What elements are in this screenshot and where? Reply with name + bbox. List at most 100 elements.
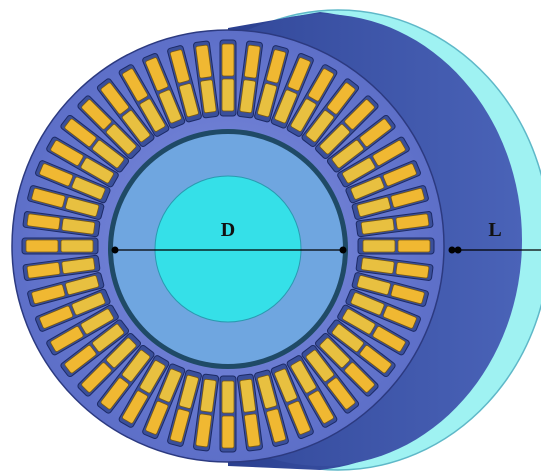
coil	[179, 83, 199, 118]
coil	[327, 377, 356, 410]
slot	[118, 355, 170, 428]
length-label: L	[488, 219, 501, 241]
coil	[100, 82, 129, 115]
slot	[357, 237, 435, 255]
coil	[360, 218, 395, 235]
coil	[350, 292, 385, 316]
slot	[254, 45, 289, 123]
coil	[61, 257, 96, 274]
coil	[372, 140, 406, 166]
coil	[360, 257, 395, 274]
coil	[221, 78, 235, 112]
coil	[145, 57, 169, 92]
coil	[308, 68, 334, 102]
coil	[344, 362, 375, 393]
slot	[355, 211, 434, 238]
coil	[61, 218, 96, 235]
slot	[270, 363, 314, 439]
coil	[356, 197, 391, 217]
slot	[118, 64, 170, 137]
slot	[270, 53, 314, 129]
slot	[286, 64, 338, 137]
coil	[80, 157, 114, 184]
coil	[64, 118, 97, 147]
slot	[219, 375, 237, 453]
coil	[305, 349, 335, 382]
slot	[301, 344, 360, 414]
coil	[290, 98, 317, 132]
slot	[96, 344, 155, 414]
slot	[351, 185, 429, 220]
coil	[266, 49, 287, 84]
slot	[254, 369, 289, 447]
coil	[221, 380, 235, 414]
slot	[77, 95, 141, 159]
coil	[64, 345, 97, 374]
coil	[145, 400, 169, 435]
coil	[287, 400, 311, 435]
coil	[121, 349, 151, 382]
slot	[167, 45, 202, 123]
coil	[327, 82, 356, 115]
slot	[22, 211, 101, 238]
coil	[106, 337, 137, 368]
coil	[244, 44, 261, 79]
coil	[122, 68, 148, 102]
slot	[355, 254, 434, 281]
coil	[395, 262, 430, 279]
slot	[236, 40, 263, 119]
coil	[221, 43, 235, 77]
coil	[200, 378, 217, 413]
coil	[92, 323, 125, 353]
coil	[372, 326, 406, 352]
coil	[342, 308, 376, 335]
coil	[244, 413, 261, 448]
coil	[121, 110, 151, 143]
coil	[31, 187, 66, 208]
coil	[158, 89, 182, 124]
coil	[50, 326, 84, 352]
coil	[239, 378, 256, 413]
coil	[122, 390, 148, 424]
coil	[81, 99, 112, 130]
coil	[158, 368, 182, 403]
coil	[239, 79, 256, 114]
coil	[319, 124, 350, 155]
coil	[390, 284, 425, 305]
coil	[71, 176, 106, 200]
dim-dot	[111, 246, 119, 254]
coil	[257, 374, 277, 409]
coil	[290, 360, 317, 394]
slot	[337, 304, 410, 356]
coil	[350, 176, 385, 200]
coil	[106, 124, 137, 155]
coil	[382, 305, 417, 329]
coil	[344, 99, 375, 130]
slot	[167, 369, 202, 447]
slot	[301, 78, 360, 148]
slot	[219, 39, 237, 117]
coil	[60, 239, 94, 253]
coil	[257, 83, 277, 118]
slot	[35, 288, 111, 332]
dim-dot	[339, 246, 347, 254]
coil	[31, 284, 66, 305]
coil	[39, 163, 74, 187]
coil	[342, 157, 376, 184]
slot	[142, 53, 186, 129]
coil	[319, 337, 350, 368]
coil	[195, 413, 212, 448]
coil	[331, 139, 364, 169]
slot	[142, 363, 186, 439]
coil	[81, 362, 112, 393]
coil	[92, 139, 125, 169]
slot	[337, 136, 410, 188]
coil	[359, 345, 392, 374]
slot	[326, 319, 396, 378]
coil	[287, 57, 311, 92]
slot	[21, 237, 99, 255]
coil	[100, 377, 129, 410]
coil	[50, 140, 84, 166]
coil	[179, 374, 199, 409]
